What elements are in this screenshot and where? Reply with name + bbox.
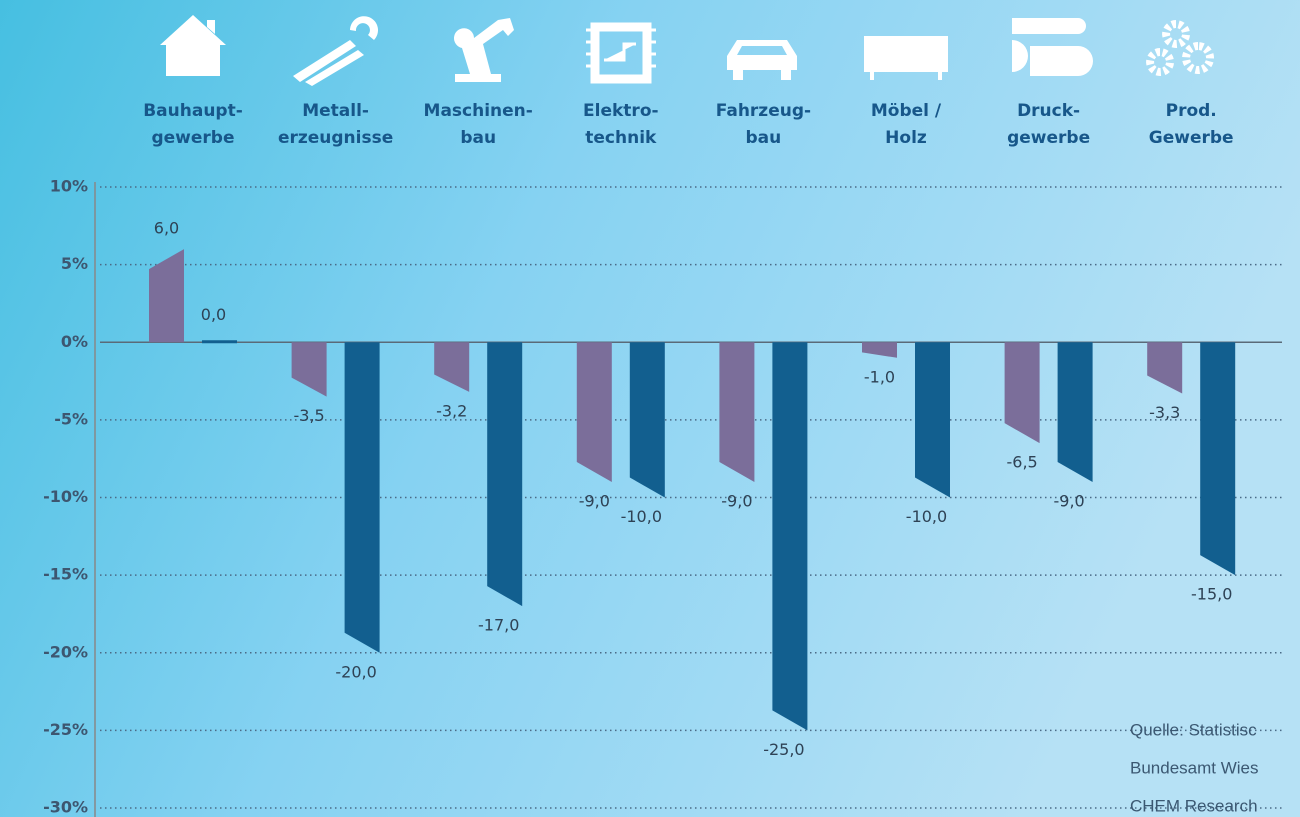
- x-tick-label: Fahrzeug-: [716, 101, 811, 121]
- value-label: -25,0: [763, 740, 804, 759]
- x-tick-label: Prod.: [1166, 101, 1217, 121]
- x-tick-label: Möbel /: [871, 101, 942, 121]
- y-tick-label: 10%: [50, 177, 88, 196]
- source-note: Quelle: Statistisc: [1130, 720, 1257, 739]
- value-label: -3,3: [1149, 403, 1180, 422]
- icon-furniture: [864, 36, 948, 80]
- bar: [862, 342, 897, 358]
- y-tick-label: -15%: [43, 565, 88, 584]
- value-label: 6,0: [154, 219, 179, 238]
- x-tick-label: Druck-: [1017, 101, 1080, 121]
- y-tick-label: -20%: [43, 642, 88, 661]
- value-label: -10,0: [621, 507, 662, 526]
- x-tick-label: Metall-: [302, 101, 369, 121]
- value-label: -9,0: [579, 491, 610, 510]
- x-tick-label: Gewerbe: [1149, 128, 1234, 148]
- bar: [1057, 342, 1093, 482]
- bar: [1004, 342, 1040, 444]
- icon-pliers: [293, 16, 378, 87]
- bar: [202, 340, 237, 344]
- x-tick-label: technik: [585, 128, 657, 148]
- icon-car: [727, 40, 797, 80]
- source-note: Bundesamt Wies: [1130, 758, 1259, 777]
- value-label: -3,2: [436, 401, 467, 420]
- value-label: -6,5: [1006, 453, 1037, 472]
- bar: [149, 249, 184, 343]
- source-note: CHEM Research: [1130, 796, 1258, 815]
- bar: [772, 342, 808, 731]
- icon-chip: [586, 22, 656, 84]
- value-label: -10,0: [906, 507, 947, 526]
- bar: [291, 342, 327, 397]
- x-tick-label: Holz: [885, 128, 927, 148]
- value-label: -9,0: [721, 491, 752, 510]
- value-label: -15,0: [1191, 585, 1232, 604]
- x-tick-label: bau: [746, 128, 782, 148]
- bar: [629, 342, 665, 498]
- icon-print: [1012, 18, 1093, 76]
- value-label: -20,0: [335, 662, 376, 681]
- value-label: 0,0: [201, 305, 226, 324]
- y-tick-label: -5%: [54, 409, 88, 428]
- bar: [576, 342, 612, 482]
- y-tick-label: -25%: [43, 720, 88, 739]
- icons: [160, 15, 1215, 87]
- x-tick-label: erzeugnisse: [278, 128, 393, 148]
- y-tick-label: -30%: [43, 798, 88, 817]
- value-label: -1,0: [864, 367, 895, 386]
- icon-house: [160, 15, 226, 76]
- bar: [487, 342, 523, 607]
- value-label: -17,0: [478, 616, 519, 635]
- icon-robot: [454, 18, 514, 82]
- bar: [344, 342, 380, 653]
- bar: [719, 342, 755, 482]
- bar: [434, 342, 470, 392]
- bar: [1147, 342, 1183, 394]
- x-tick-label: Bauhaupt-: [143, 101, 243, 121]
- bar: [1200, 342, 1236, 576]
- y-tick-label: -10%: [43, 487, 88, 506]
- x-tick-label: Maschinen-: [424, 101, 533, 121]
- bar: [915, 342, 950, 498]
- icon-gears: [1146, 20, 1215, 76]
- x-tick-label: bau: [460, 128, 496, 148]
- value-label: -3,5: [293, 406, 324, 425]
- y-tick-label: 5%: [61, 254, 88, 273]
- value-label: -9,0: [1053, 491, 1084, 510]
- y-tick-label: 0%: [61, 332, 88, 351]
- x-tick-label: gewerbe: [1007, 128, 1090, 148]
- x-tick-label: gewerbe: [151, 128, 234, 148]
- x-tick-label: Elektro-: [583, 101, 659, 121]
